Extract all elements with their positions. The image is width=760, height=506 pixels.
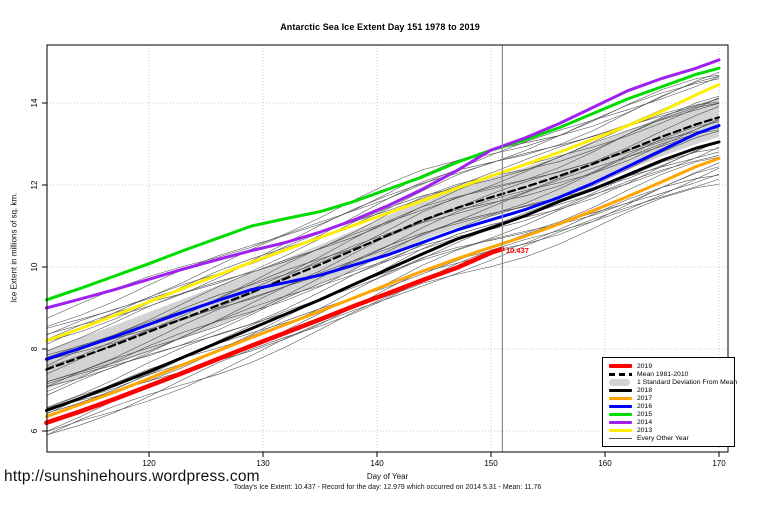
background-year-line — [46, 146, 720, 409]
x-tick-label: 140 — [370, 459, 384, 468]
std-deviation-band — [46, 97, 719, 390]
legend-swatch-icon — [609, 388, 632, 392]
legend-swatch-icon — [609, 438, 632, 440]
legend-swatch-icon — [609, 364, 632, 368]
series-line-2017 — [44, 156, 721, 419]
series-line-2016 — [44, 124, 721, 361]
background-year-line — [46, 102, 720, 367]
page-title: Antarctic Sea Ice Extent Day 151 1978 to… — [280, 22, 480, 32]
legend-label: 2018 — [637, 386, 653, 394]
x-tick-label: 130 — [256, 459, 270, 468]
y-tick-label: 12 — [30, 180, 39, 189]
legend-entry: 2017 — [609, 394, 734, 402]
legend-label: Every Other Year — [637, 435, 689, 443]
url-watermark: http://sunshinehours.wordpress.com — [4, 468, 260, 485]
background-year-line — [46, 167, 720, 436]
legend-entry: 2014 — [609, 419, 734, 427]
x-tick-label: 150 — [484, 459, 498, 468]
legend-label: 2019 — [637, 362, 653, 370]
legend-entry: 2013 — [609, 427, 734, 435]
today-value-annotation: 10.437 — [506, 246, 529, 255]
legend-entry: Every Other Year — [609, 435, 734, 443]
background-year-line — [46, 141, 720, 408]
series-line-2013 — [44, 83, 721, 343]
background-year-line — [46, 140, 720, 388]
legend-label: 2015 — [637, 411, 653, 419]
background-year-line — [46, 101, 720, 340]
legend-label: Mean 1981-2010 — [637, 370, 689, 378]
series-line-2015 — [44, 66, 721, 302]
background-year-line — [46, 76, 720, 329]
y-axis-label: Ice Extent in millions of sq. km. — [9, 192, 19, 303]
legend-swatch-icon — [609, 396, 632, 400]
background-year-line — [46, 130, 720, 393]
legend-swatch-icon — [609, 429, 632, 433]
legend-entry: 2015 — [609, 411, 734, 419]
legend-swatch-icon — [609, 372, 632, 376]
x-axis-label: Day of Year — [366, 472, 409, 481]
legend-label: 2017 — [637, 394, 653, 402]
legend-box: 2019 Mean 1981-2010 1 Standard Deviation F… — [602, 357, 738, 447]
legend-swatch-icon — [609, 378, 632, 386]
legend-entry: 2018 — [609, 386, 734, 394]
series-line-2018 — [44, 140, 721, 412]
legend-entry: 2016 — [609, 403, 734, 411]
background-year-line — [46, 129, 720, 388]
legend-label: 1 Standard Deviation From Mean — [637, 378, 738, 386]
series-line-2019 — [44, 246, 505, 426]
y-tick-label: 6 — [30, 428, 39, 433]
y-tick-label: 14 — [30, 98, 39, 107]
background-year-line — [46, 178, 720, 432]
y-tick-label: 10 — [30, 262, 39, 271]
legend-label: 2014 — [637, 419, 653, 427]
x-tick-label: 170 — [712, 459, 726, 468]
legend-label: 2016 — [637, 403, 653, 411]
x-tick-label: 120 — [142, 459, 156, 468]
legend-label: 2013 — [637, 427, 653, 435]
background-year-line — [46, 71, 720, 327]
legend-swatch-icon — [609, 421, 632, 425]
footer-stats: Today's Ice Extent: 10.437 - Record for … — [233, 484, 542, 491]
legend-entry: 2019 — [609, 362, 734, 370]
legend-swatch-icon — [609, 413, 632, 417]
legend-swatch-icon — [609, 405, 632, 409]
x-tick-label: 160 — [598, 459, 612, 468]
series-line-mean-1981-2010 — [45, 116, 721, 371]
legend-entry: Mean 1981-2010 — [609, 370, 734, 378]
series-line-2014 — [44, 58, 721, 310]
background-year-line — [46, 118, 720, 383]
legend-entry: 1 Standard Deviation From Mean — [609, 378, 738, 386]
background-year-line — [46, 173, 720, 410]
background-year-line — [46, 74, 720, 319]
y-tick-label: 8 — [30, 346, 39, 351]
background-year-line — [46, 155, 720, 409]
plot-border — [46, 44, 729, 453]
